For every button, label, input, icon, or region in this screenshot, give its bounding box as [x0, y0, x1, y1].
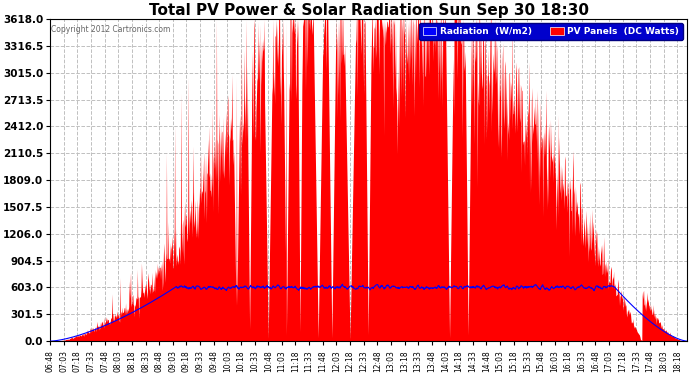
Legend: Radiation  (W/m2), PV Panels  (DC Watts): Radiation (W/m2), PV Panels (DC Watts): [420, 24, 682, 40]
Text: Copyright 2012 Cartronics.com: Copyright 2012 Cartronics.com: [51, 26, 170, 34]
Title: Total PV Power & Solar Radiation Sun Sep 30 18:30: Total PV Power & Solar Radiation Sun Sep…: [148, 3, 589, 18]
